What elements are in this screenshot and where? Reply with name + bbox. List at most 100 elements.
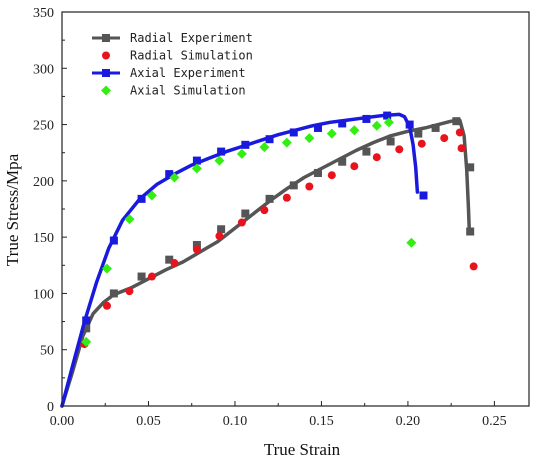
- radial-simulation-point: [395, 145, 404, 154]
- radial-experiment-line: [60, 118, 472, 408]
- axial-experiment-point: [419, 191, 428, 200]
- radial-simulation-point: [457, 144, 466, 153]
- axial-experiment-point: [405, 120, 414, 129]
- axial-experiment-point: [137, 194, 146, 203]
- x-tick-label: 0.15: [309, 414, 334, 429]
- radial-experiment-point: [265, 194, 274, 203]
- radial-simulation-point: [417, 139, 426, 148]
- legend-item-radial-simulation: Radial Simulation: [102, 49, 253, 63]
- legend-item-axial-experiment: Axial Experiment: [92, 66, 246, 80]
- y-tick-label: 200: [33, 175, 54, 190]
- axial-experiment-point: [313, 123, 322, 132]
- radial-simulation-point: [102, 301, 111, 310]
- radial-simulation-point: [372, 153, 381, 162]
- legend-swatch-marker: [102, 51, 110, 60]
- x-tick-label: 0.00: [50, 414, 75, 429]
- axial-simulation-point: [191, 163, 202, 174]
- radial-simulation-point: [192, 245, 201, 254]
- axial-simulation-point: [281, 137, 292, 148]
- series-radial-experiment: [60, 117, 475, 408]
- radial-experiment-point: [466, 163, 475, 172]
- y-tick-label: 50: [40, 344, 54, 359]
- x-tick-label: 0.25: [482, 414, 507, 429]
- axial-experiment-point: [109, 236, 118, 245]
- legend-item-radial-experiment: Radial Experiment: [92, 31, 253, 45]
- radial-experiment-point: [137, 272, 146, 281]
- axial-simulation-point: [214, 155, 225, 166]
- radial-experiment-point: [289, 181, 298, 190]
- radial-simulation-point: [147, 272, 156, 281]
- x-axis-title: True Strain: [264, 440, 341, 459]
- axial-experiment-point: [362, 114, 371, 123]
- axial-experiment-point: [82, 316, 91, 325]
- y-tick-label: 0: [47, 400, 54, 415]
- axial-simulation-point: [326, 128, 337, 139]
- series-axial-simulation: [81, 117, 417, 347]
- axial-experiment-point: [289, 128, 298, 137]
- legend-swatch-marker: [101, 85, 111, 96]
- x-tick-label: 0.10: [223, 414, 248, 429]
- radial-simulation-point: [455, 128, 464, 137]
- radial-simulation-point: [305, 182, 314, 191]
- legend: Radial Experiment Radial Simulation Axial …: [92, 31, 253, 98]
- legend-label: Axial Simulation: [130, 84, 246, 98]
- radial-experiment-point: [466, 227, 475, 236]
- x-tick-label: 0.20: [396, 414, 421, 429]
- radial-experiment-point: [386, 137, 395, 146]
- radial-simulation-point: [237, 218, 246, 227]
- axial-experiment-point: [265, 135, 274, 144]
- legend-swatch-marker: [102, 34, 110, 42]
- axial-simulation-point: [124, 214, 135, 225]
- legend-label: Axial Experiment: [130, 66, 246, 80]
- radial-experiment-point: [452, 117, 461, 126]
- legend-swatch-marker: [102, 69, 110, 77]
- radial-simulation-point: [350, 162, 359, 171]
- axial-simulation-point: [101, 263, 112, 274]
- radial-experiment-point: [414, 129, 423, 138]
- y-tick-label: 300: [33, 62, 54, 77]
- legend-item-axial-simulation: Axial Simulation: [101, 84, 246, 98]
- axial-experiment-point: [217, 147, 226, 156]
- axial-simulation-point: [304, 133, 315, 144]
- radial-simulation-point: [215, 232, 224, 241]
- legend-label: Radial Simulation: [130, 49, 253, 63]
- radial-experiment-point: [109, 289, 118, 298]
- radial-experiment-point: [241, 209, 250, 218]
- radial-simulation-point: [440, 134, 449, 143]
- series-radial-simulation: [80, 128, 478, 349]
- radial-experiment-point: [338, 157, 347, 166]
- axial-experiment-point: [192, 156, 201, 165]
- y-tick-label: 350: [33, 6, 54, 21]
- legend-label: Radial Experiment: [130, 31, 253, 45]
- axial-experiment-point: [241, 140, 250, 149]
- axial-simulation-point: [236, 148, 247, 159]
- radial-experiment-point: [362, 147, 371, 156]
- radial-experiment-point: [313, 168, 322, 177]
- y-tick-label: 250: [33, 119, 54, 134]
- radial-experiment-point: [217, 225, 226, 234]
- y-axis-title: True Stress/Mpa: [3, 153, 22, 266]
- axial-simulation-point: [349, 125, 360, 136]
- axes-layer: 0.00 0.05 0.10 0.15 0.20 0.25 0 50 100 150 200 250 3…: [33, 6, 507, 429]
- radial-simulation-point: [125, 287, 134, 296]
- radial-simulation-point: [327, 171, 336, 180]
- y-tick-label: 100: [33, 287, 54, 302]
- axial-simulation-point: [406, 237, 417, 248]
- axial-experiment-point: [383, 111, 392, 120]
- axial-experiment-point: [165, 170, 174, 179]
- radial-experiment-point: [82, 324, 91, 333]
- radial-experiment-point: [431, 123, 440, 132]
- series-layer: [60, 111, 478, 408]
- y-tick-label: 150: [33, 231, 54, 246]
- axial-experiment-line: [60, 112, 420, 408]
- radial-simulation-point: [170, 259, 179, 268]
- radial-simulation-point: [260, 206, 269, 215]
- radial-simulation-point: [469, 262, 478, 271]
- axial-simulation-point: [146, 190, 157, 201]
- axial-simulation-point: [259, 142, 270, 153]
- axial-experiment-point: [338, 119, 347, 128]
- axial-simulation-point: [383, 117, 394, 128]
- axial-simulation-point: [169, 172, 180, 183]
- radial-experiment-point: [192, 241, 201, 250]
